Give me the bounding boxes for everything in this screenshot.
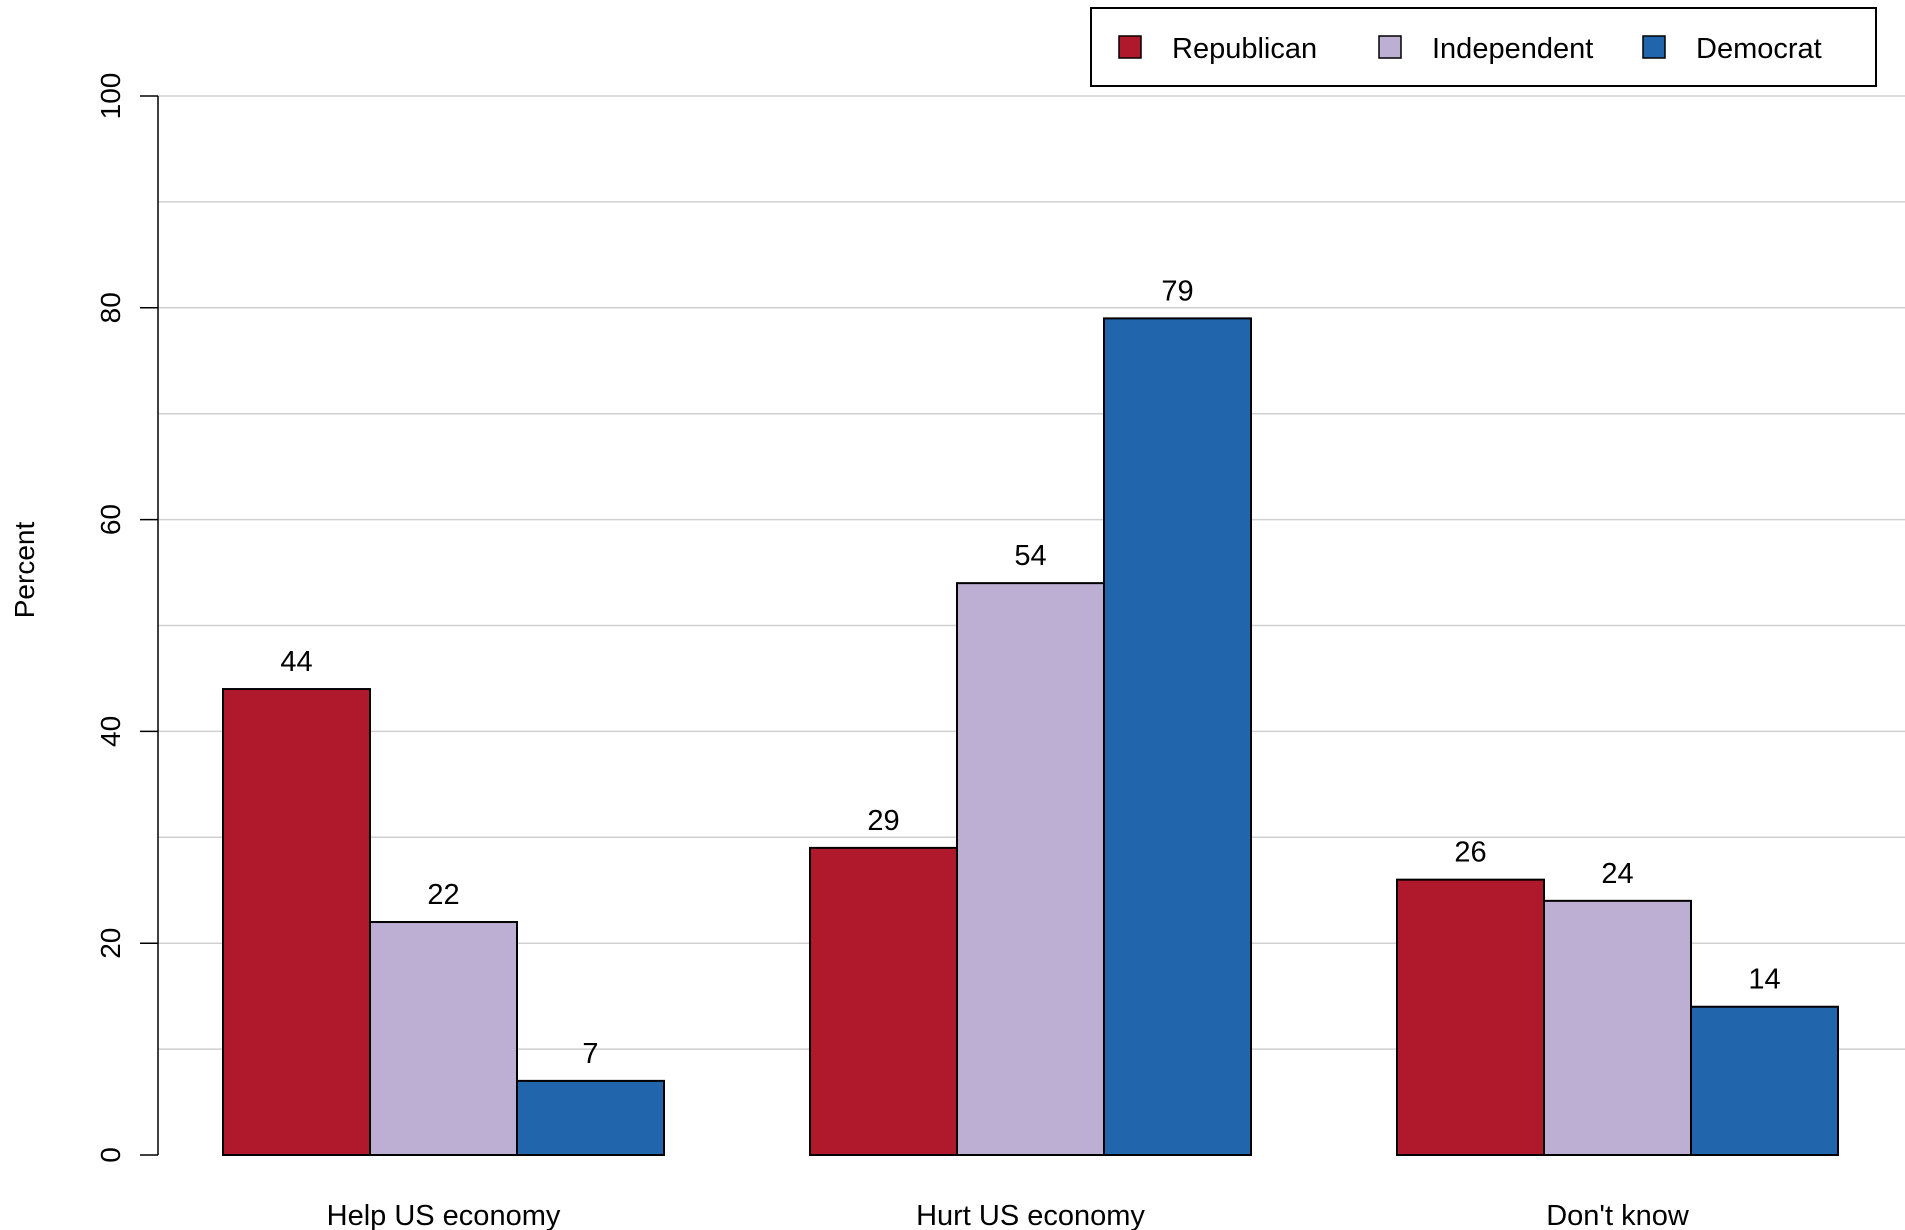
- legend-label-democrat: Democrat: [1696, 33, 1822, 65]
- y-tick-label: 80: [95, 292, 126, 323]
- bar-independent-2: [956, 582, 1105, 1156]
- bar-republican-1: [222, 688, 371, 1156]
- bar-independent-1: [369, 921, 518, 1157]
- bar-independent-3: [1543, 899, 1692, 1157]
- data-labels: 44 22 7 29 54 79 26 24 14: [280, 275, 1780, 1069]
- legend-swatch-democrat: [1642, 35, 1666, 59]
- category-label: Hurt US economy: [916, 1200, 1145, 1230]
- bar-republican-2: [809, 846, 958, 1156]
- data-label: 26: [1454, 837, 1486, 869]
- data-label: 44: [280, 646, 312, 678]
- y-tick-label: 40: [95, 716, 126, 747]
- bar-democrat-1: [516, 1079, 665, 1156]
- bar-republican-3: [1396, 878, 1545, 1156]
- x-axis-categories: Help US economy Hurt US economy Don't know: [327, 1200, 1690, 1230]
- data-label: 79: [1161, 275, 1193, 307]
- y-tick-label: 60: [95, 504, 126, 535]
- data-label: 24: [1601, 858, 1633, 890]
- legend-label-independent: Independent: [1432, 33, 1593, 65]
- data-label: 14: [1748, 964, 1780, 996]
- legend-box: [1090, 7, 1877, 87]
- y-tick-label: 20: [95, 928, 126, 959]
- bar-democrat-2: [1103, 317, 1252, 1156]
- data-label: 29: [867, 805, 899, 837]
- legend: Republican Independent Democrat: [1090, 7, 1877, 87]
- data-label: 22: [427, 879, 459, 911]
- category-label: Don't know: [1546, 1200, 1690, 1230]
- data-label: 7: [582, 1038, 598, 1070]
- legend-swatch-republican: [1118, 35, 1142, 59]
- legend-swatch-independent: [1378, 35, 1402, 59]
- y-tick-label: 0: [95, 1147, 126, 1163]
- y-tick-label: 100: [95, 73, 126, 120]
- bars: [222, 317, 1839, 1157]
- y-axis-title: Percent: [9, 522, 40, 619]
- y-axis: 0 20 40 60 80 100: [95, 73, 159, 1163]
- legend-label-republican: Republican: [1172, 33, 1317, 65]
- category-label: Help US economy: [327, 1200, 561, 1230]
- data-label: 54: [1014, 540, 1046, 572]
- bar-democrat-3: [1690, 1005, 1839, 1156]
